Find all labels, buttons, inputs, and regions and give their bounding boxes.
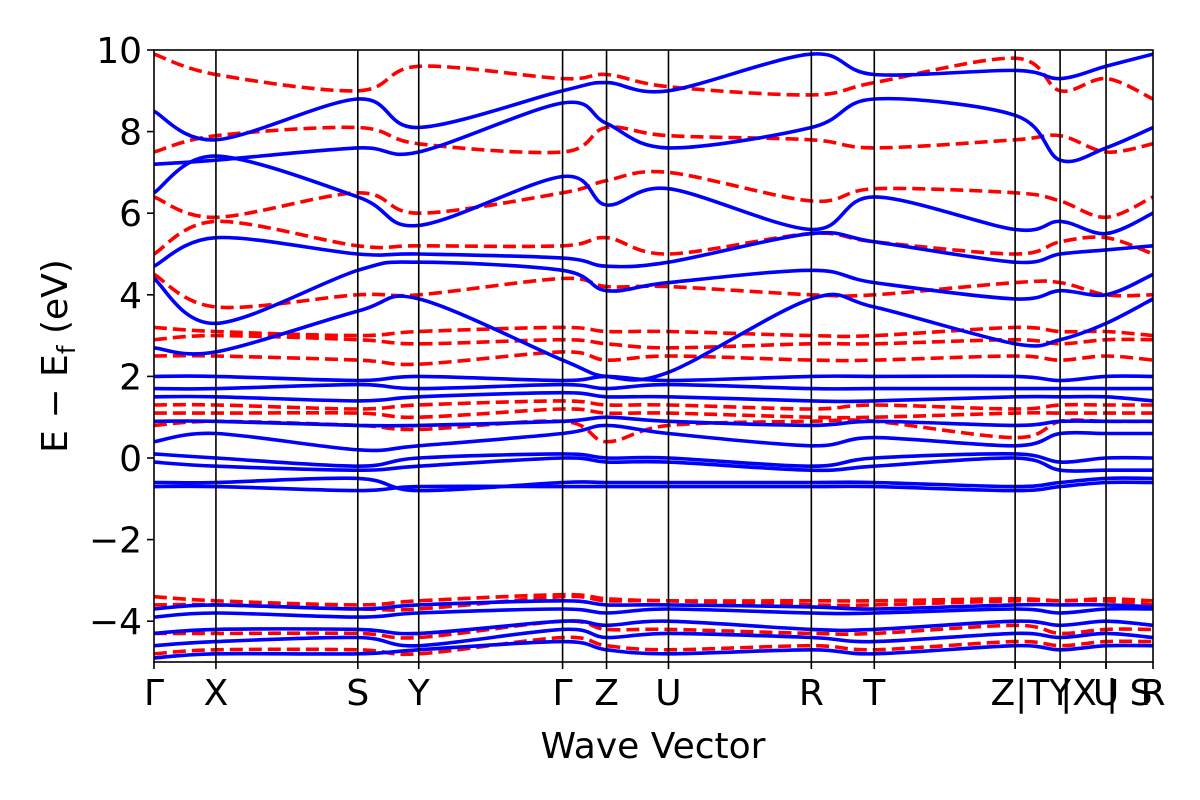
y-tick-label: 10: [96, 31, 142, 72]
x-tick-label: |X: [1060, 673, 1097, 714]
y-tick-label: 8: [119, 113, 142, 154]
x-tick-label: S: [346, 673, 369, 714]
band-line-down-13: [154, 169, 1153, 220]
y-axis-title-unit: (eV): [35, 259, 76, 345]
y-tick-label: −4: [89, 602, 142, 643]
x-tick-label: U: [655, 673, 681, 714]
x-tick-label: U: [1093, 673, 1119, 714]
x-tick-label: Y: [407, 673, 431, 714]
y-tick-label: 2: [119, 357, 142, 398]
y-tick-label: −2: [89, 521, 142, 562]
x-tick-label: Γ: [144, 673, 164, 714]
y-tick-label: 6: [119, 194, 142, 235]
plot-frame: [153, 49, 1154, 663]
band-line-down-12: [154, 219, 1153, 256]
y-axis-title: E − Ef (eV): [35, 259, 81, 453]
y-axis-title-subscript: f: [52, 344, 81, 354]
y-axis-title-main: E − E: [35, 354, 76, 453]
x-axis-title: Wave Vector: [541, 726, 766, 767]
y-axis: −4 −2 0 2 4 6 8 10: [89, 31, 154, 643]
x-tick-label: R: [799, 673, 824, 714]
x-tick-label: X: [204, 673, 229, 714]
x-tick-label: Γ: [553, 673, 573, 714]
x-tick-label: R: [1140, 673, 1165, 714]
high-symmetry-lines: [215, 50, 1107, 662]
band-line-down-5: [154, 418, 1153, 444]
x-tick-label: | S: [1106, 673, 1152, 714]
band-line-up-20: [154, 52, 1153, 142]
band-line-down-15: [154, 52, 1153, 101]
band-line-up-18: [154, 154, 1153, 236]
y-tick-label: 0: [119, 439, 142, 480]
band-line-up-16: [154, 260, 1153, 326]
x-tick-label: T: [862, 673, 886, 714]
y-tick-label: 4: [119, 276, 142, 317]
x-tick-label: Z: [990, 673, 1015, 714]
band-line-down-14: [154, 125, 1153, 155]
x-tick-label: Y: [1048, 673, 1072, 714]
x-axis: Γ X S Y Γ Z U R T Z |T Y|XU| SR: [144, 662, 1166, 714]
x-tick-label: Z: [594, 673, 619, 714]
x-tick-label: |T: [1015, 673, 1050, 714]
